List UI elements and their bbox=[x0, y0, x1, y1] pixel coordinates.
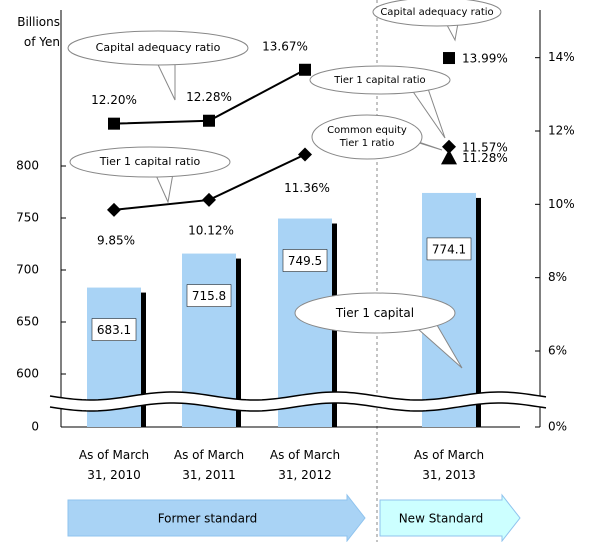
callout bbox=[372, 0, 502, 27]
callout bbox=[69, 146, 231, 178]
value-label: 13.99% bbox=[462, 52, 508, 66]
value-label-box bbox=[186, 284, 232, 307]
value-label-box bbox=[426, 237, 472, 261]
callout bbox=[67, 30, 249, 66]
marker-diamond bbox=[298, 147, 312, 162]
marker-square bbox=[108, 117, 120, 130]
y-tick-label: 0 bbox=[31, 420, 39, 434]
value-label: 11.57% bbox=[462, 140, 508, 154]
callout bbox=[311, 114, 423, 160]
axis-break-edge bbox=[49, 402, 547, 412]
x-tick-label: As of March 31, 2012 bbox=[269, 448, 341, 482]
y2-tick-label: 0% bbox=[548, 420, 567, 434]
value-label: 11.28% bbox=[462, 151, 508, 165]
y2-tick-label: 12% bbox=[548, 124, 575, 138]
value-label: 749.5 bbox=[288, 254, 322, 268]
value-label: 13.67% bbox=[262, 39, 308, 53]
callout bbox=[309, 65, 451, 95]
value-label: 12.28% bbox=[186, 90, 232, 104]
callout-label: Common equity Tier 1 ratio bbox=[327, 125, 407, 149]
x-tick-label: As of March 31, 2011 bbox=[173, 448, 245, 482]
y-tick-label: 700 bbox=[16, 263, 39, 277]
y2-tick-label: 14% bbox=[548, 50, 575, 64]
callout-label: Capital adequacy ratio bbox=[380, 6, 494, 18]
callout-label: Tier 1 capital ratio bbox=[99, 155, 201, 168]
y-tick-label: 650 bbox=[16, 315, 39, 329]
marker-diamond bbox=[442, 139, 456, 154]
value-label: 10.12% bbox=[188, 223, 234, 237]
axis-break bbox=[50, 392, 546, 411]
standard-label: New Standard bbox=[399, 512, 484, 526]
standard-arrow bbox=[379, 493, 521, 542]
y2-tick-label: 6% bbox=[548, 344, 567, 358]
callout-label: Tier 1 capital ratio bbox=[334, 74, 426, 86]
y-tick-label: 750 bbox=[16, 211, 39, 225]
marker-square bbox=[299, 63, 311, 76]
value-label: 12.20% bbox=[91, 93, 137, 107]
x-tick-label: As of March 31, 2013 bbox=[413, 448, 485, 482]
y-tick-label: 600 bbox=[16, 367, 39, 381]
callout-label: Capital adequacy ratio bbox=[95, 41, 221, 54]
y2-tick-label: 10% bbox=[548, 197, 575, 211]
y-axis-label: Billions of Yen bbox=[17, 15, 60, 49]
x-tick-label: As of March 31, 2010 bbox=[78, 448, 150, 482]
axis-break-edge bbox=[49, 391, 547, 401]
y-tick-label: 800 bbox=[16, 159, 39, 173]
marker-square bbox=[443, 52, 455, 65]
marker-diamond bbox=[202, 192, 216, 207]
value-label: 11.36% bbox=[284, 181, 330, 195]
standard-arrow bbox=[67, 493, 366, 542]
value-label: 683.1 bbox=[97, 323, 131, 337]
callout-label: Tier 1 capital bbox=[335, 305, 415, 320]
value-label: 715.8 bbox=[192, 289, 226, 303]
standard-label: Former standard bbox=[158, 512, 258, 526]
callout bbox=[294, 292, 456, 334]
marker-diamond bbox=[107, 202, 121, 217]
marker-square bbox=[203, 114, 215, 127]
marker-triangle bbox=[441, 149, 457, 165]
value-label-box bbox=[282, 249, 328, 272]
value-label: 9.85% bbox=[97, 233, 135, 247]
y2-tick-label: 8% bbox=[548, 270, 567, 284]
value-label: 774.1 bbox=[432, 242, 466, 256]
value-label-box bbox=[91, 318, 137, 341]
